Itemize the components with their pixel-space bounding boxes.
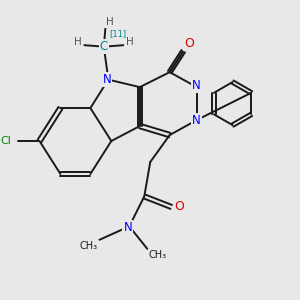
- Text: N: N: [192, 114, 201, 127]
- Text: N: N: [192, 79, 201, 92]
- Text: N: N: [103, 73, 111, 86]
- Text: H: H: [106, 17, 114, 27]
- Text: H: H: [126, 37, 134, 47]
- Text: N: N: [123, 221, 132, 234]
- Text: CH₃: CH₃: [80, 241, 98, 251]
- Text: H: H: [74, 37, 82, 47]
- Text: C: C: [100, 40, 108, 53]
- Text: [11]: [11]: [109, 29, 126, 38]
- Text: Cl: Cl: [1, 136, 11, 146]
- Text: O: O: [174, 200, 184, 213]
- Text: O: O: [184, 37, 194, 50]
- Text: CH₃: CH₃: [149, 250, 167, 260]
